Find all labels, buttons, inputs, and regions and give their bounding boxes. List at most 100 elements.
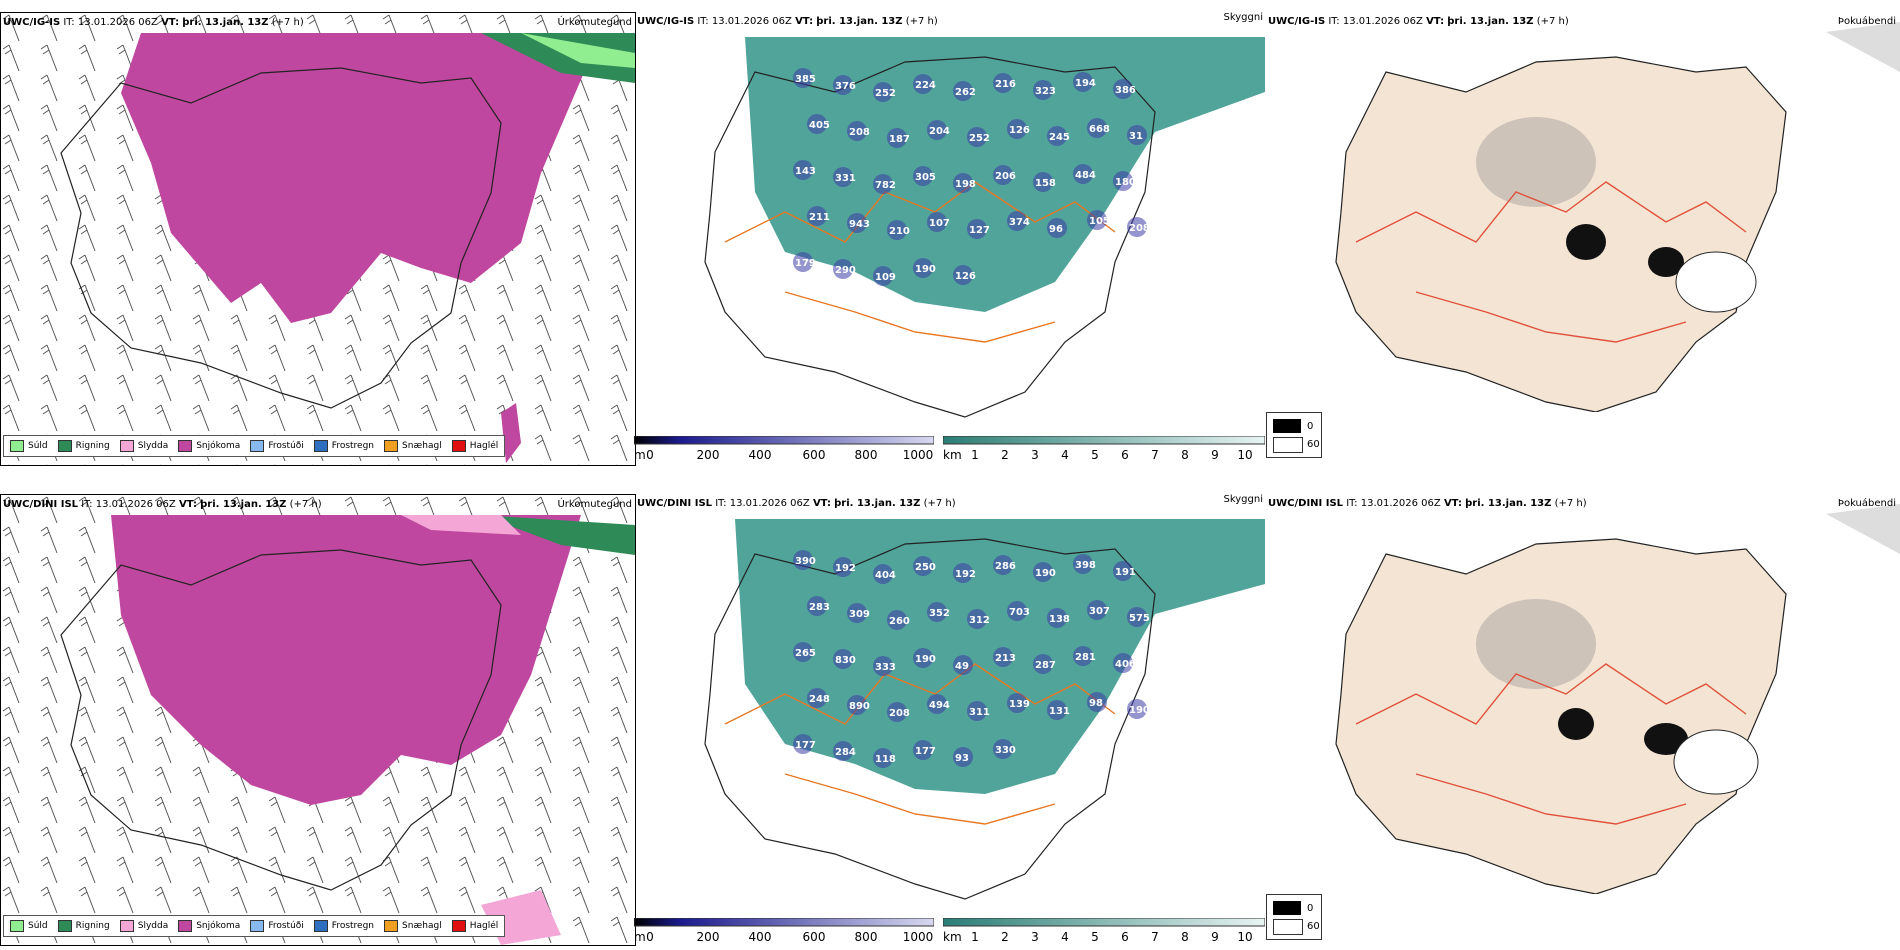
height-label-bg	[1087, 692, 1107, 712]
height-label-bg	[873, 174, 893, 194]
height-label-bg	[953, 173, 973, 193]
fog-map-bottom	[1335, 504, 1900, 894]
height-label-bg	[833, 75, 853, 95]
height-label-bg	[873, 564, 893, 584]
height-label: 180	[1115, 177, 1136, 188]
height-label-bg	[1007, 601, 1027, 621]
height-colorbar-top: m 0 200 400 600 800 1000	[634, 436, 934, 464]
colorbar-tick: 7	[1151, 448, 1159, 462]
height-label: 187	[889, 134, 910, 145]
height-label-bg	[847, 603, 867, 623]
height-label-bg	[913, 648, 933, 668]
height-label-bg	[1047, 218, 1067, 238]
colorbar-tick: 4	[1061, 930, 1069, 944]
height-label: 286	[995, 561, 1016, 572]
height-label-bg	[967, 609, 987, 629]
height-label: 109	[875, 272, 896, 283]
legend-item: Frostregn	[313, 920, 374, 932]
legend-swatch	[250, 920, 265, 932]
fog-legend-black	[1273, 901, 1301, 915]
fog-panel-top: UWC/IG-IS IT: 13.01.2026 06Z VT: þri. 13…	[1266, 12, 1900, 412]
precip-map-bottom	[1, 495, 635, 945]
legend-item: Frostúði	[250, 440, 304, 452]
panel-title: Skyggni	[1223, 12, 1263, 23]
height-label-bg	[833, 649, 853, 669]
colorbar-tick: 800	[854, 930, 878, 944]
height-label: 190	[1035, 568, 1056, 579]
visibility-map-top: 385 376 252 224 262 216 323 194 386 405 208 187 204 2…	[704, 37, 1265, 418]
height-label-bg	[927, 212, 947, 232]
height-label-bg	[1033, 562, 1053, 582]
height-label: 127	[969, 225, 990, 236]
panel-header: UWC/DINI ISL IT: 13.01.2026 06Z VT: þri.…	[637, 498, 956, 509]
legend-swatch	[313, 440, 328, 452]
colorbar-tick: 800	[854, 448, 878, 462]
colorbar-unit: km	[943, 448, 962, 462]
height-label: 158	[1035, 178, 1056, 189]
fog-legend-top: 0 60	[1266, 412, 1322, 458]
legend-item: Slydda	[119, 920, 168, 932]
height-label: 352	[929, 608, 950, 619]
height-label: 211	[809, 212, 830, 223]
height-label-bg	[847, 695, 867, 715]
colorbar-tick: 5	[1091, 930, 1099, 944]
height-label: 216	[995, 79, 1016, 90]
height-label-bg	[833, 557, 853, 577]
height-label: 98	[1089, 698, 1103, 709]
height-label-bg	[967, 127, 987, 147]
height-label: 204	[929, 126, 950, 137]
legend-item: Snjókoma	[178, 920, 240, 932]
height-label-bg	[913, 166, 933, 186]
height-label-bg	[847, 213, 867, 233]
height-label: 307	[1089, 606, 1110, 617]
height-label-bg	[807, 596, 827, 616]
height-label-bg	[1113, 653, 1133, 673]
height-label-bg	[993, 739, 1013, 759]
height-label-bg	[793, 550, 813, 570]
height-label: 943	[849, 219, 870, 230]
height-label-bg	[1007, 211, 1027, 231]
height-label: 830	[835, 655, 856, 666]
legend-item: Frostúði	[250, 920, 304, 932]
height-label: 252	[875, 88, 896, 99]
height-label-bg	[1073, 164, 1093, 184]
height-label: 177	[795, 740, 816, 751]
height-label-bg	[1113, 171, 1133, 191]
legend-item: Snæhagl	[384, 440, 442, 452]
vis-colorbar-gradient	[943, 436, 1265, 445]
fog-legend-white	[1273, 919, 1303, 935]
height-label-bg	[887, 128, 907, 148]
legend-item: Haglél	[451, 920, 498, 932]
fog-legend-white	[1273, 437, 1303, 453]
height-label: 252	[969, 133, 990, 144]
legend-swatch	[178, 440, 193, 452]
colorbar-tick: 3	[1031, 930, 1039, 944]
roads	[1355, 663, 1747, 825]
colorbar-tick: 8	[1181, 930, 1189, 944]
legend-swatch	[384, 440, 399, 452]
height-label: 333	[875, 662, 896, 673]
height-label: 385	[795, 74, 816, 85]
height-colorbar-gradient	[634, 436, 934, 445]
colorbar-tick: 4	[1061, 448, 1069, 462]
fog-legend-black	[1273, 419, 1301, 433]
height-label-bg	[1007, 693, 1027, 713]
height-label: 376	[835, 81, 856, 92]
legend-swatch	[313, 920, 328, 932]
height-label: 192	[835, 563, 856, 574]
legend-item: Súld	[10, 440, 48, 452]
height-label: 210	[889, 226, 910, 237]
height-label: 143	[795, 166, 816, 177]
height-label: 283	[809, 602, 830, 613]
colorbar-tick: 2	[1001, 448, 1009, 462]
height-label-bg	[953, 655, 973, 675]
height-label: 194	[1075, 78, 1096, 89]
height-label-bg	[1073, 554, 1093, 574]
height-label-bg	[1047, 608, 1067, 628]
fog-map-top	[1335, 22, 1900, 412]
height-label-bg	[887, 610, 907, 630]
height-label-bg	[953, 563, 973, 583]
height-label: 248	[809, 694, 830, 705]
legend-item: Súld	[10, 920, 48, 932]
colorbar-tick: 6	[1121, 448, 1129, 462]
